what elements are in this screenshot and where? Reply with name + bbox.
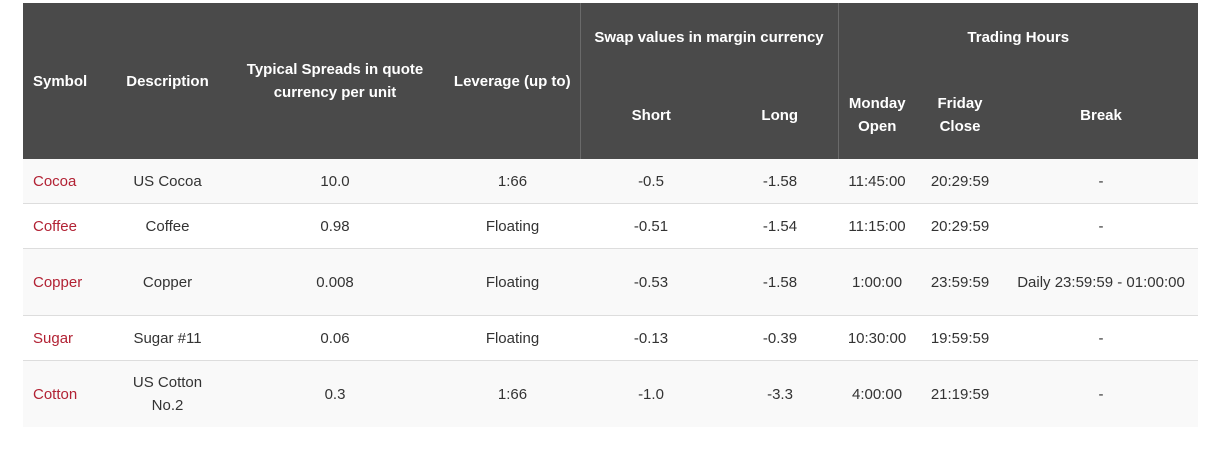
table-row: Cocoa US Cocoa 10.0 1:66 -0.5 -1.58 11:4… (23, 159, 1199, 204)
leverage-cell: Floating (445, 315, 580, 361)
leverage-cell: 1:66 (445, 159, 580, 204)
spread-cell: 0.06 (225, 315, 445, 361)
swap-short-cell: -0.5 (580, 159, 722, 204)
swap-short-cell: -0.53 (580, 248, 722, 316)
header-short: Short (579, 71, 722, 159)
header-symbol: Symbol (23, 3, 110, 159)
description-text: US Cotton No.2 (132, 374, 203, 414)
header-spreads: Typical Spreads in quote currency per un… (225, 3, 445, 159)
swap-short-cell: -0.51 (580, 203, 722, 249)
break-cell: - (1004, 203, 1199, 249)
monday-open-cell: 11:15:00 (838, 203, 917, 249)
break-cell: - (1004, 360, 1199, 427)
instruments-table: Symbol Description Typical Spreads in qu… (23, 3, 1199, 427)
swap-long-cell: -1.58 (722, 159, 839, 204)
monday-open-cell: 4:00:00 (838, 360, 917, 427)
table-row: Coffee Coffee 0.98 Floating -0.51 -1.54 … (23, 203, 1199, 249)
instruments-table-wrapper: Symbol Description Typical Spreads in qu… (23, 3, 1199, 427)
header-spreads-line1: Typical Spreads in quote (246, 61, 424, 78)
description-cell: Coffee (110, 203, 225, 249)
spread-cell: 0.008 (225, 248, 445, 316)
monday-open-cell: 10:30:00 (838, 315, 917, 361)
table-row: Cotton US Cotton No.2 0.3 1:66 -1.0 -3.3… (23, 360, 1199, 427)
header-break: Break (1004, 71, 1199, 159)
leverage-cell: Floating (445, 248, 580, 316)
description-cell: Copper (110, 248, 225, 316)
header-spreads-line2: currency per unit (273, 84, 397, 101)
header-swap-group: Swap values in margin currency (579, 3, 839, 71)
header-description: Description (110, 3, 225, 159)
break-cell: Daily 23:59:59 - 01:00:00 (1004, 248, 1199, 316)
symbol-link-cocoa[interactable]: Cocoa (23, 159, 110, 204)
header-row-columns: Short Long Monday Open Friday Close Brea… (23, 71, 1199, 159)
table-row: Copper Copper 0.008 Floating -0.53 -1.58… (23, 248, 1199, 316)
break-cell: - (1004, 159, 1199, 204)
table-row: Sugar Sugar #11 0.06 Floating -0.13 -0.3… (23, 315, 1199, 361)
symbol-link-coffee[interactable]: Coffee (23, 203, 110, 249)
swap-long-cell: -1.58 (722, 248, 839, 316)
swap-long-cell: -1.54 (722, 203, 839, 249)
friday-close-cell: 20:29:59 (916, 203, 1005, 249)
spread-cell: 10.0 (225, 159, 445, 204)
table-body: Cocoa US Cocoa 10.0 1:66 -0.5 -1.58 11:4… (23, 159, 1199, 427)
swap-long-cell: -0.39 (722, 315, 839, 361)
swap-long-cell: -3.3 (722, 360, 839, 427)
swap-short-cell: -1.0 (580, 360, 722, 427)
leverage-cell: Floating (445, 203, 580, 249)
header-long: Long (722, 71, 839, 159)
symbol-link-cotton[interactable]: Cotton (23, 360, 110, 427)
description-cell: Sugar #11 (110, 315, 225, 361)
friday-close-cell: 23:59:59 (916, 248, 1005, 316)
friday-close-cell: 20:29:59 (916, 159, 1005, 204)
header-monday-open: Monday Open (837, 71, 917, 159)
description-cell: US Cotton No.2 (110, 360, 225, 427)
symbol-link-sugar[interactable]: Sugar (23, 315, 110, 361)
symbol-link-copper[interactable]: Copper (23, 248, 110, 316)
swap-short-cell: -0.13 (580, 315, 722, 361)
header-leverage: Leverage (up to) (445, 3, 580, 159)
description-cell: US Cocoa (110, 159, 225, 204)
friday-close-cell: 21:19:59 (916, 360, 1005, 427)
friday-close-cell: 19:59:59 (916, 315, 1005, 361)
monday-open-cell: 11:45:00 (838, 159, 917, 204)
header-row-groups: Symbol Description Typical Spreads in qu… (23, 3, 1199, 159)
header-friday-close: Friday Close (916, 71, 1005, 159)
break-cell: - (1004, 315, 1199, 361)
spread-cell: 0.3 (225, 360, 445, 427)
leverage-cell: 1:66 (445, 360, 580, 427)
spread-cell: 0.98 (225, 203, 445, 249)
table-header: Symbol Description Typical Spreads in qu… (23, 3, 1199, 159)
header-trading-hours-group: Trading Hours (837, 3, 1199, 71)
monday-open-cell: 1:00:00 (838, 248, 917, 316)
